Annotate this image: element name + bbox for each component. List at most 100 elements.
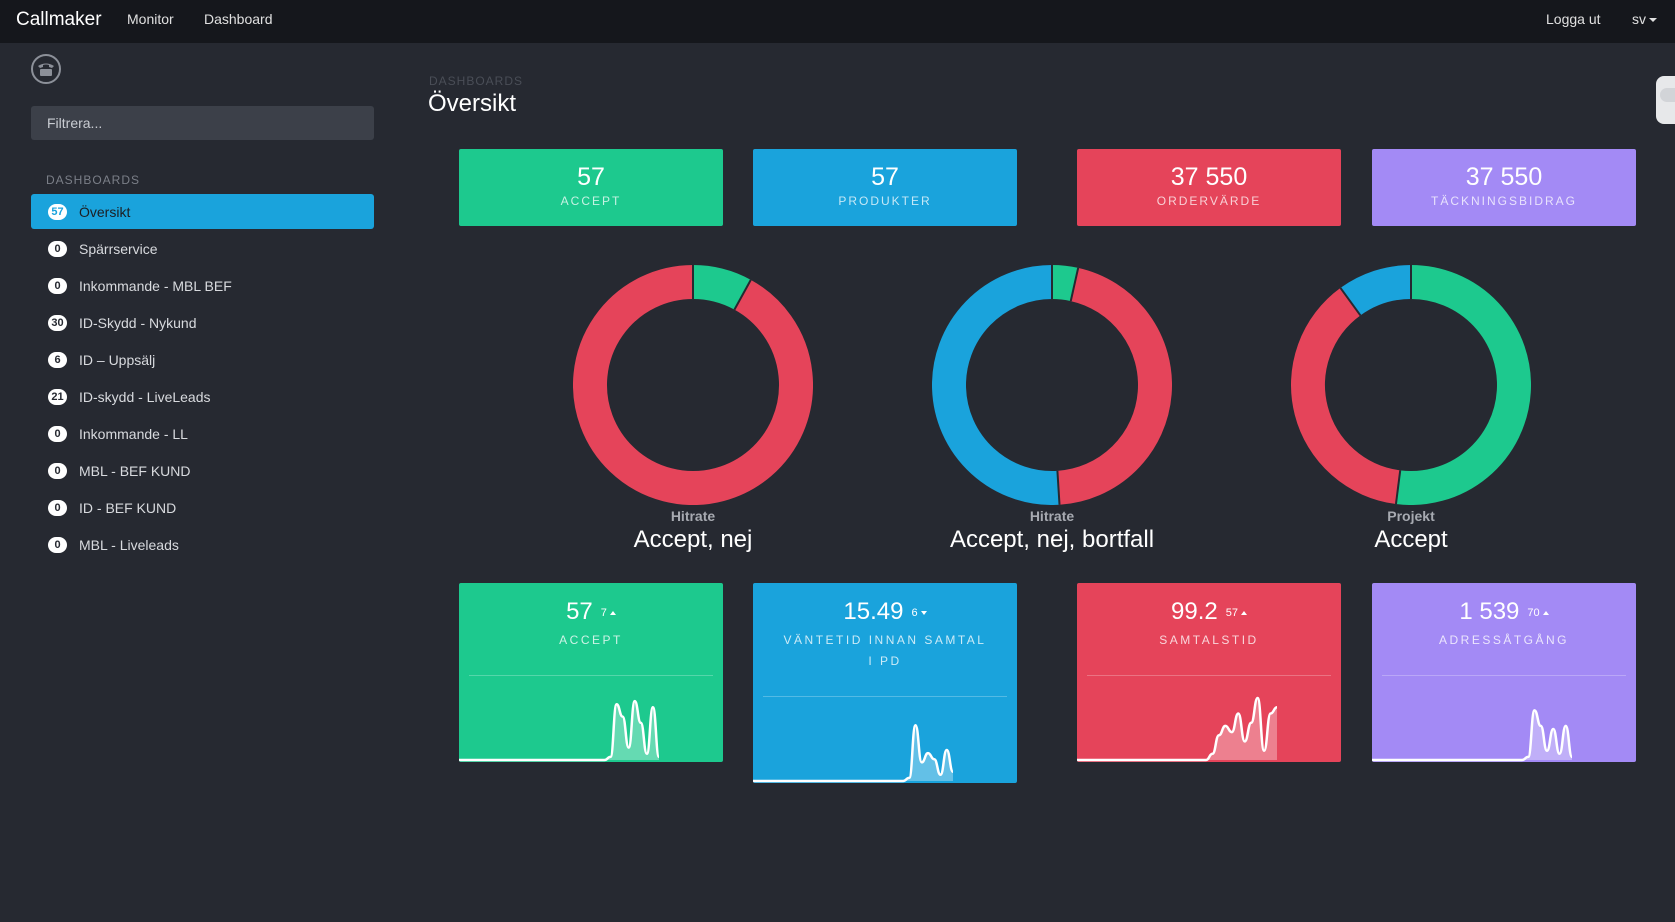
- donut-slice-0[interactable]: [1051, 265, 1079, 302]
- stat-card-vantetid: 15.49 6 VÄNTETID INNAN SAMTAL I PD: [753, 583, 1017, 783]
- trend-up-icon: [1542, 610, 1549, 615]
- breadcrumb: DASHBOARDS: [429, 74, 524, 88]
- kpi-card-ordervarde: 37 550 ORDERVÄRDE: [1077, 149, 1341, 226]
- donut-separator: [1069, 267, 1080, 302]
- stat-value: 1 539: [1459, 598, 1520, 625]
- sidebar-item[interactable]: 30 ID-Skydd - Nykund: [31, 305, 374, 340]
- trend-up-icon: [609, 610, 616, 615]
- stat-value: 99.2: [1171, 598, 1218, 625]
- kpi-value: 57: [871, 163, 899, 191]
- stat-delta: 70: [1527, 607, 1549, 619]
- sidebar-item-label: MBL - BEF KUND: [79, 462, 191, 479]
- count-badge: 0: [48, 240, 67, 257]
- phone-icon[interactable]: [31, 54, 61, 84]
- sparkline-line: [459, 699, 661, 762]
- donut-title: Accept, nej: [633, 526, 753, 553]
- sparkline-chart: [459, 699, 661, 762]
- donut-chart-projekt-accept: [1291, 265, 1531, 505]
- stat-delta: 57: [1226, 607, 1247, 619]
- logout-link[interactable]: Logga ut: [1546, 11, 1601, 27]
- sparkline-chart: [1372, 709, 1574, 762]
- donut-separator: [1394, 470, 1402, 505]
- donut-chart-hitrate-accept-nej-bortfall: [932, 265, 1172, 505]
- sidebar-item[interactable]: 6 ID – Uppsälj: [31, 342, 374, 377]
- count-badge: 0: [48, 536, 67, 553]
- brand-logo[interactable]: Callmaker: [16, 9, 102, 30]
- sidebar-item-label: ID - BEF KUND: [79, 499, 177, 516]
- side-tab-icon: [1660, 88, 1675, 102]
- kpi-label: PRODUKTER: [838, 194, 932, 208]
- stat-delta: 6: [911, 607, 927, 619]
- stat-label: SAMTALSTID: [1159, 633, 1259, 647]
- donut-slice-1[interactable]: [573, 265, 813, 505]
- sidebar-item[interactable]: 0 MBL - BEF KUND: [31, 453, 374, 488]
- language-dropdown[interactable]: sv: [1632, 11, 1657, 27]
- nav-monitor[interactable]: Monitor: [127, 11, 174, 27]
- sidebar-item[interactable]: 57 Översikt: [31, 194, 374, 229]
- top-navbar: Callmaker Monitor Dashboard Logga ut sv: [0, 0, 1675, 43]
- sidebar-item[interactable]: 0 Inkommande - MBL BEF: [31, 268, 374, 303]
- sidebar-item-label: Inkommande - MBL BEF: [79, 277, 232, 294]
- donut-slice-0[interactable]: [692, 265, 751, 310]
- kpi-label: ORDERVÄRDE: [1156, 194, 1262, 208]
- stat-label: VÄNTETID INNAN SAMTAL I PD: [783, 633, 987, 668]
- donut-chart-hitrate-accept-nej: [573, 265, 813, 505]
- sparkline-area: [1372, 710, 1572, 760]
- stat-card-adressatgang: 1 539 70 ADRESSÅTGÅNG: [1372, 583, 1636, 762]
- count-badge: 0: [48, 425, 67, 442]
- sidebar-item[interactable]: 21 ID-skydd - LiveLeads: [31, 379, 374, 414]
- count-badge: 0: [48, 462, 67, 479]
- trend-down-icon: [920, 610, 927, 615]
- sparkline-line: [753, 723, 955, 783]
- sidebar-item[interactable]: 0 Spärrservice: [31, 231, 374, 266]
- donut-title: Accept: [1374, 526, 1448, 553]
- stat-value: 15.49: [843, 598, 904, 625]
- donut-subtitle: Hitrate: [670, 508, 716, 524]
- donut-separator: [1056, 470, 1061, 505]
- sidebar-item[interactable]: 0 Inkommande - LL: [31, 416, 374, 451]
- sidebar-item-label: ID – Uppsälj: [79, 351, 156, 368]
- donut-slice-2[interactable]: [932, 265, 1060, 505]
- count-badge: 57: [48, 203, 67, 220]
- stat-card-samtalstid: 99.2 57 SAMTALSTID: [1077, 583, 1341, 762]
- sidebar-item-label: Spärrservice: [79, 240, 158, 257]
- kpi-card-tackningsbidrag: 37 550 TÄCKNINGSBIDRAG: [1372, 149, 1636, 226]
- language-label: sv: [1632, 11, 1646, 27]
- stat-label: ADRESSÅTGÅNG: [1438, 633, 1570, 647]
- sidebar-item[interactable]: 0 MBL - Liveleads: [31, 527, 374, 562]
- sparkline-line: [1372, 709, 1574, 762]
- count-badge: 0: [48, 277, 67, 294]
- count-badge: 0: [48, 499, 67, 516]
- nav-dashboard[interactable]: Dashboard: [204, 11, 273, 27]
- kpi-label: TÄCKNINGSBIDRAG: [1430, 194, 1577, 208]
- donut-slice-1[interactable]: [1291, 287, 1401, 505]
- count-badge: 21: [48, 388, 67, 405]
- sparkline-line: [1077, 696, 1278, 762]
- kpi-label: ACCEPT: [560, 194, 622, 208]
- filter-input[interactable]: [31, 106, 374, 140]
- sparkline-area: [1077, 698, 1277, 760]
- donut-caption: Hitrate Accept, nej, bortfall: [872, 508, 1232, 554]
- kpi-value: 37 550: [1465, 163, 1543, 191]
- stat-divider: [1382, 675, 1626, 676]
- donut-slice-0[interactable]: [1395, 265, 1531, 505]
- donut-slice-2[interactable]: [1340, 265, 1412, 316]
- kpi-value: 37 550: [1170, 163, 1248, 191]
- sidebar-heading: DASHBOARDS: [46, 173, 141, 187]
- count-badge: 6: [48, 351, 67, 368]
- sidebar-item-label: Inkommande - LL: [79, 425, 188, 442]
- stat-label: ACCEPT: [559, 633, 623, 647]
- donut-separator: [1339, 287, 1362, 317]
- stat-delta: 7: [601, 607, 616, 619]
- kpi-value: 57: [577, 163, 605, 191]
- donut-separator: [733, 279, 752, 311]
- page-title: Översikt: [428, 90, 517, 117]
- stat-divider: [763, 696, 1007, 697]
- stat-divider: [469, 675, 713, 676]
- sparkline-chart: [1077, 696, 1278, 762]
- donut-slice-1[interactable]: [1056, 267, 1172, 505]
- donut-caption: Projekt Accept: [1231, 508, 1591, 554]
- stat-value: 57: [566, 598, 593, 625]
- sidebar-item[interactable]: 0 ID - BEF KUND: [31, 490, 374, 525]
- stat-divider: [1087, 675, 1331, 676]
